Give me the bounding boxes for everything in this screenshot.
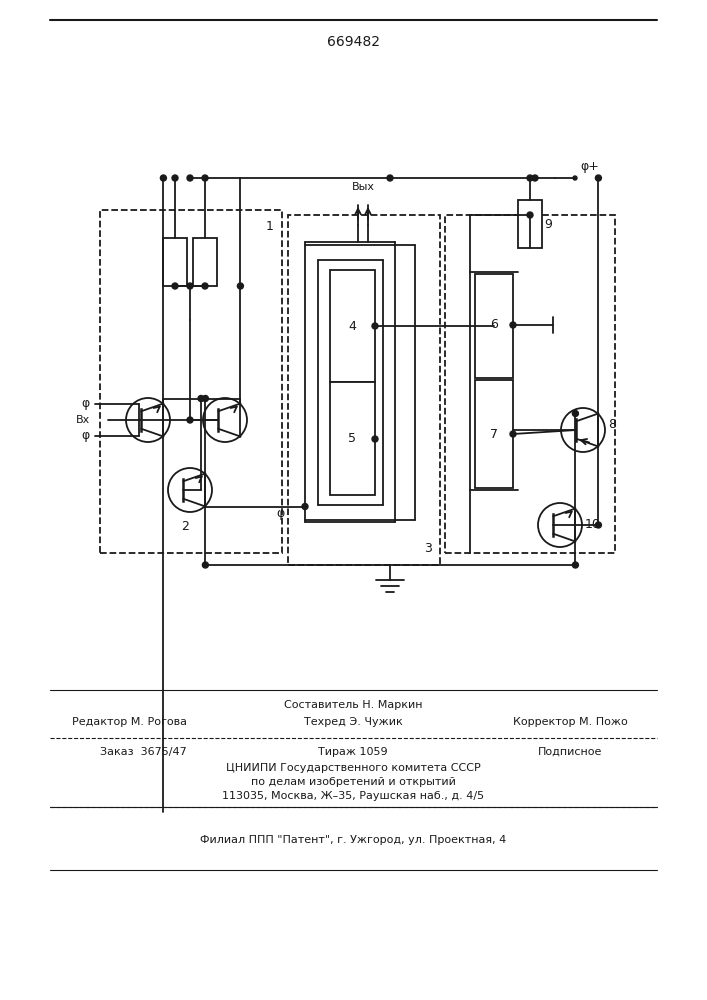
Text: 10: 10 (585, 518, 601, 532)
Circle shape (187, 417, 193, 423)
Bar (445, 215, 615, 553)
Text: Вых: Вых (351, 182, 375, 192)
Bar (330, 382, 375, 495)
Circle shape (573, 176, 577, 180)
Text: φ: φ (82, 397, 90, 410)
Text: по делам изобретений и открытий: по делам изобретений и открытий (250, 777, 455, 787)
Text: 2: 2 (181, 520, 189, 533)
Bar (518, 200, 542, 248)
Bar (100, 210, 282, 553)
Text: Подписное: Подписное (538, 747, 602, 757)
Circle shape (198, 395, 204, 401)
Text: 8: 8 (608, 418, 616, 432)
Circle shape (372, 323, 378, 329)
Bar (163, 238, 187, 286)
Text: Корректор М. Пожо: Корректор М. Пожо (513, 717, 627, 727)
Circle shape (202, 283, 208, 289)
Circle shape (527, 175, 533, 181)
Circle shape (532, 175, 538, 181)
Circle shape (160, 175, 166, 181)
Circle shape (202, 395, 209, 401)
Bar (193, 238, 217, 286)
Text: 9: 9 (544, 218, 552, 231)
Circle shape (187, 175, 193, 181)
Circle shape (172, 175, 178, 181)
Text: 7: 7 (490, 428, 498, 440)
Circle shape (202, 562, 209, 568)
Circle shape (372, 436, 378, 442)
Text: 5: 5 (348, 432, 356, 446)
Circle shape (527, 212, 533, 218)
Bar (475, 380, 513, 488)
Text: Редактор М. Рогова: Редактор М. Рогова (73, 717, 187, 727)
Bar (330, 270, 375, 382)
Circle shape (387, 175, 393, 181)
Text: 4: 4 (348, 320, 356, 332)
Text: ЦНИИПИ Государственного комитета СССР: ЦНИИПИ Государственного комитета СССР (226, 763, 480, 773)
Bar (288, 215, 440, 565)
Text: 669482: 669482 (327, 35, 380, 49)
Circle shape (238, 283, 243, 289)
Bar (475, 274, 513, 378)
Text: φ+: φ+ (580, 160, 599, 173)
Circle shape (172, 283, 178, 289)
Text: 6: 6 (490, 318, 498, 332)
Circle shape (510, 431, 516, 437)
Text: Вх: Вх (76, 415, 90, 425)
Text: Филиал ППП "Патент", г. Ужгород, ул. Проектная, 4: Филиал ППП "Патент", г. Ужгород, ул. Про… (200, 835, 506, 845)
Text: 1: 1 (266, 220, 274, 233)
Text: Заказ  3675/47: Заказ 3675/47 (100, 747, 187, 757)
Text: φ: φ (82, 430, 90, 442)
Circle shape (573, 410, 578, 416)
Text: Техред Э. Чужик: Техред Э. Чужик (303, 717, 402, 727)
Text: Тираж 1059: Тираж 1059 (318, 747, 388, 757)
Circle shape (202, 175, 208, 181)
Circle shape (595, 522, 602, 528)
Circle shape (302, 504, 308, 510)
Circle shape (595, 175, 602, 181)
Text: 3: 3 (424, 542, 432, 555)
Circle shape (510, 322, 516, 328)
Circle shape (187, 283, 193, 289)
Text: φ: φ (276, 506, 285, 520)
Circle shape (573, 562, 578, 568)
Text: Составитель Н. Маркин: Составитель Н. Маркин (284, 700, 422, 710)
Text: 113035, Москва, Ж–35, Раушская наб., д. 4/5: 113035, Москва, Ж–35, Раушская наб., д. … (222, 791, 484, 801)
